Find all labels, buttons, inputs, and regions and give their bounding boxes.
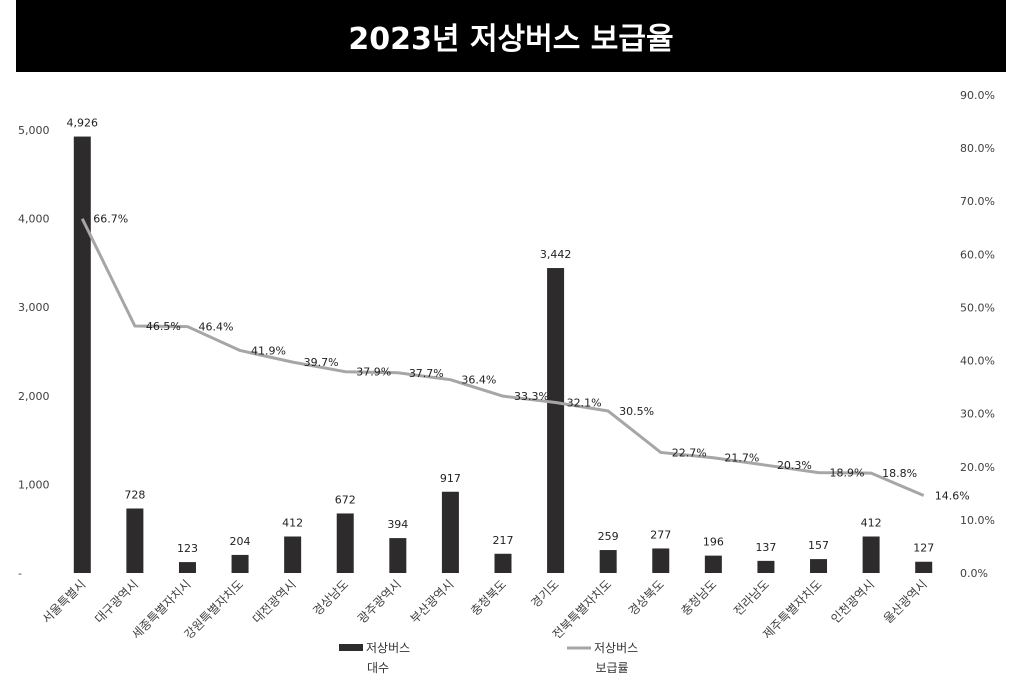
- bar: [547, 268, 565, 573]
- bar: [231, 554, 249, 573]
- rate-value-label: 37.7%: [409, 367, 444, 380]
- bar: [178, 562, 196, 573]
- category-label: 울산광역시: [881, 577, 930, 626]
- rate-value-label: 14.6%: [935, 489, 970, 502]
- y-right-tick-label: 60.0%: [960, 248, 995, 261]
- bar: [599, 550, 617, 573]
- rate-line: [80, 218, 925, 497]
- bar: [915, 561, 933, 573]
- category-label: 전라남도: [731, 577, 772, 618]
- category-label: 대구광역시: [92, 577, 141, 626]
- y-right-tick-label: 30.0%: [960, 408, 995, 421]
- category-label: 서울특별시: [39, 577, 88, 626]
- rate-value-label: 46.5%: [146, 320, 181, 333]
- rate-value-label: 18.9%: [830, 467, 865, 480]
- bar-value-label: 394: [387, 518, 408, 531]
- bar-value-label: 412: [861, 516, 882, 529]
- bar: [284, 536, 302, 573]
- y-left-tick-label: 5,000: [18, 124, 50, 137]
- rate-value-label: 20.3%: [777, 459, 812, 472]
- y-right-tick-label: 10.0%: [960, 514, 995, 527]
- bar: [494, 553, 512, 573]
- y-left-tick-label: 2,000: [18, 390, 50, 403]
- y-left-tick-label: 4,000: [18, 213, 50, 226]
- rate-value-label: 39.7%: [304, 356, 339, 369]
- bar-value-label: 157: [808, 539, 829, 552]
- rate-value-label: 33.3%: [514, 390, 549, 403]
- rate-value-label: 21.7%: [724, 452, 759, 465]
- category-label: 대전광역시: [250, 577, 299, 626]
- bar: [389, 538, 407, 573]
- y-right-tick-label: 50.0%: [960, 301, 995, 314]
- rate-value-label: 46.4%: [198, 321, 233, 334]
- bar-value-label: 412: [282, 516, 303, 529]
- category-label: 경기도: [528, 577, 561, 610]
- y-right-tick-label: 70.0%: [960, 195, 995, 208]
- bar: [704, 555, 722, 573]
- bar: [810, 559, 828, 573]
- bar-value-label: 917: [440, 472, 461, 485]
- chart-title-bar: 2023년 저상버스 보급율: [16, 0, 1006, 72]
- bar: [441, 491, 459, 573]
- bar-value-label: 259: [598, 530, 619, 543]
- legend-bar-swatch: [339, 644, 363, 651]
- y-right-tick-label: 80.0%: [960, 142, 995, 155]
- y-right-tick-label: 20.0%: [960, 461, 995, 474]
- category-label: 충청북도: [468, 577, 509, 618]
- y-right-tick-label: 40.0%: [960, 355, 995, 368]
- bar-value-label: 277: [650, 528, 671, 541]
- bar-value-label: 217: [493, 534, 514, 547]
- rate-value-label: 37.9%: [356, 366, 391, 379]
- bar-value-label: 123: [177, 542, 198, 555]
- category-label: 경상북도: [626, 577, 667, 618]
- category-label: 부산광역시: [408, 577, 457, 626]
- bar-value-label: 196: [703, 536, 724, 549]
- bar: [757, 560, 775, 573]
- y-right-tick-label: 0.0%: [960, 567, 988, 580]
- rate-value-label: 36.4%: [461, 374, 496, 387]
- bar: [652, 548, 670, 573]
- bar-value-label: 127: [913, 542, 934, 555]
- bar-value-label: 728: [124, 488, 145, 501]
- bar: [862, 536, 880, 573]
- bar-value-label: 4,926: [67, 117, 99, 130]
- rate-value-label: 32.1%: [567, 397, 602, 410]
- chart-title: 2023년 저상버스 보급율: [348, 22, 674, 57]
- bar: [336, 513, 354, 573]
- legend-bar-label-line2: 대수: [367, 661, 389, 675]
- category-label: 광주광역시: [355, 577, 404, 626]
- bar: [126, 508, 144, 573]
- legend-bar-label-line1: 저상버스: [366, 641, 410, 655]
- y-left-tick-label: -: [18, 567, 22, 580]
- rate-value-label: 18.8%: [882, 467, 917, 480]
- y-left-tick-label: 3,000: [18, 301, 50, 314]
- y-right-tick-label: 90.0%: [960, 89, 995, 102]
- rate-value-label: 41.9%: [251, 344, 286, 357]
- category-label: 인천광역시: [828, 577, 878, 627]
- rate-value-label: 22.7%: [672, 446, 707, 459]
- bar-value-label: 137: [755, 541, 776, 554]
- y-left-tick-label: 1,000: [18, 478, 50, 491]
- rate-value-label: 66.7%: [93, 213, 128, 226]
- category-label: 충청남도: [678, 577, 719, 618]
- bar-value-label: 672: [335, 493, 356, 506]
- category-label: 경상남도: [310, 577, 351, 618]
- legend-line-label-line2: 보급률: [595, 661, 628, 675]
- bar: [73, 136, 91, 573]
- bar-value-label: 3,442: [540, 248, 572, 261]
- bar-value-label: 204: [230, 535, 251, 548]
- legend-line-label-line1: 저상버스: [594, 641, 638, 655]
- rate-value-label: 30.5%: [619, 405, 654, 418]
